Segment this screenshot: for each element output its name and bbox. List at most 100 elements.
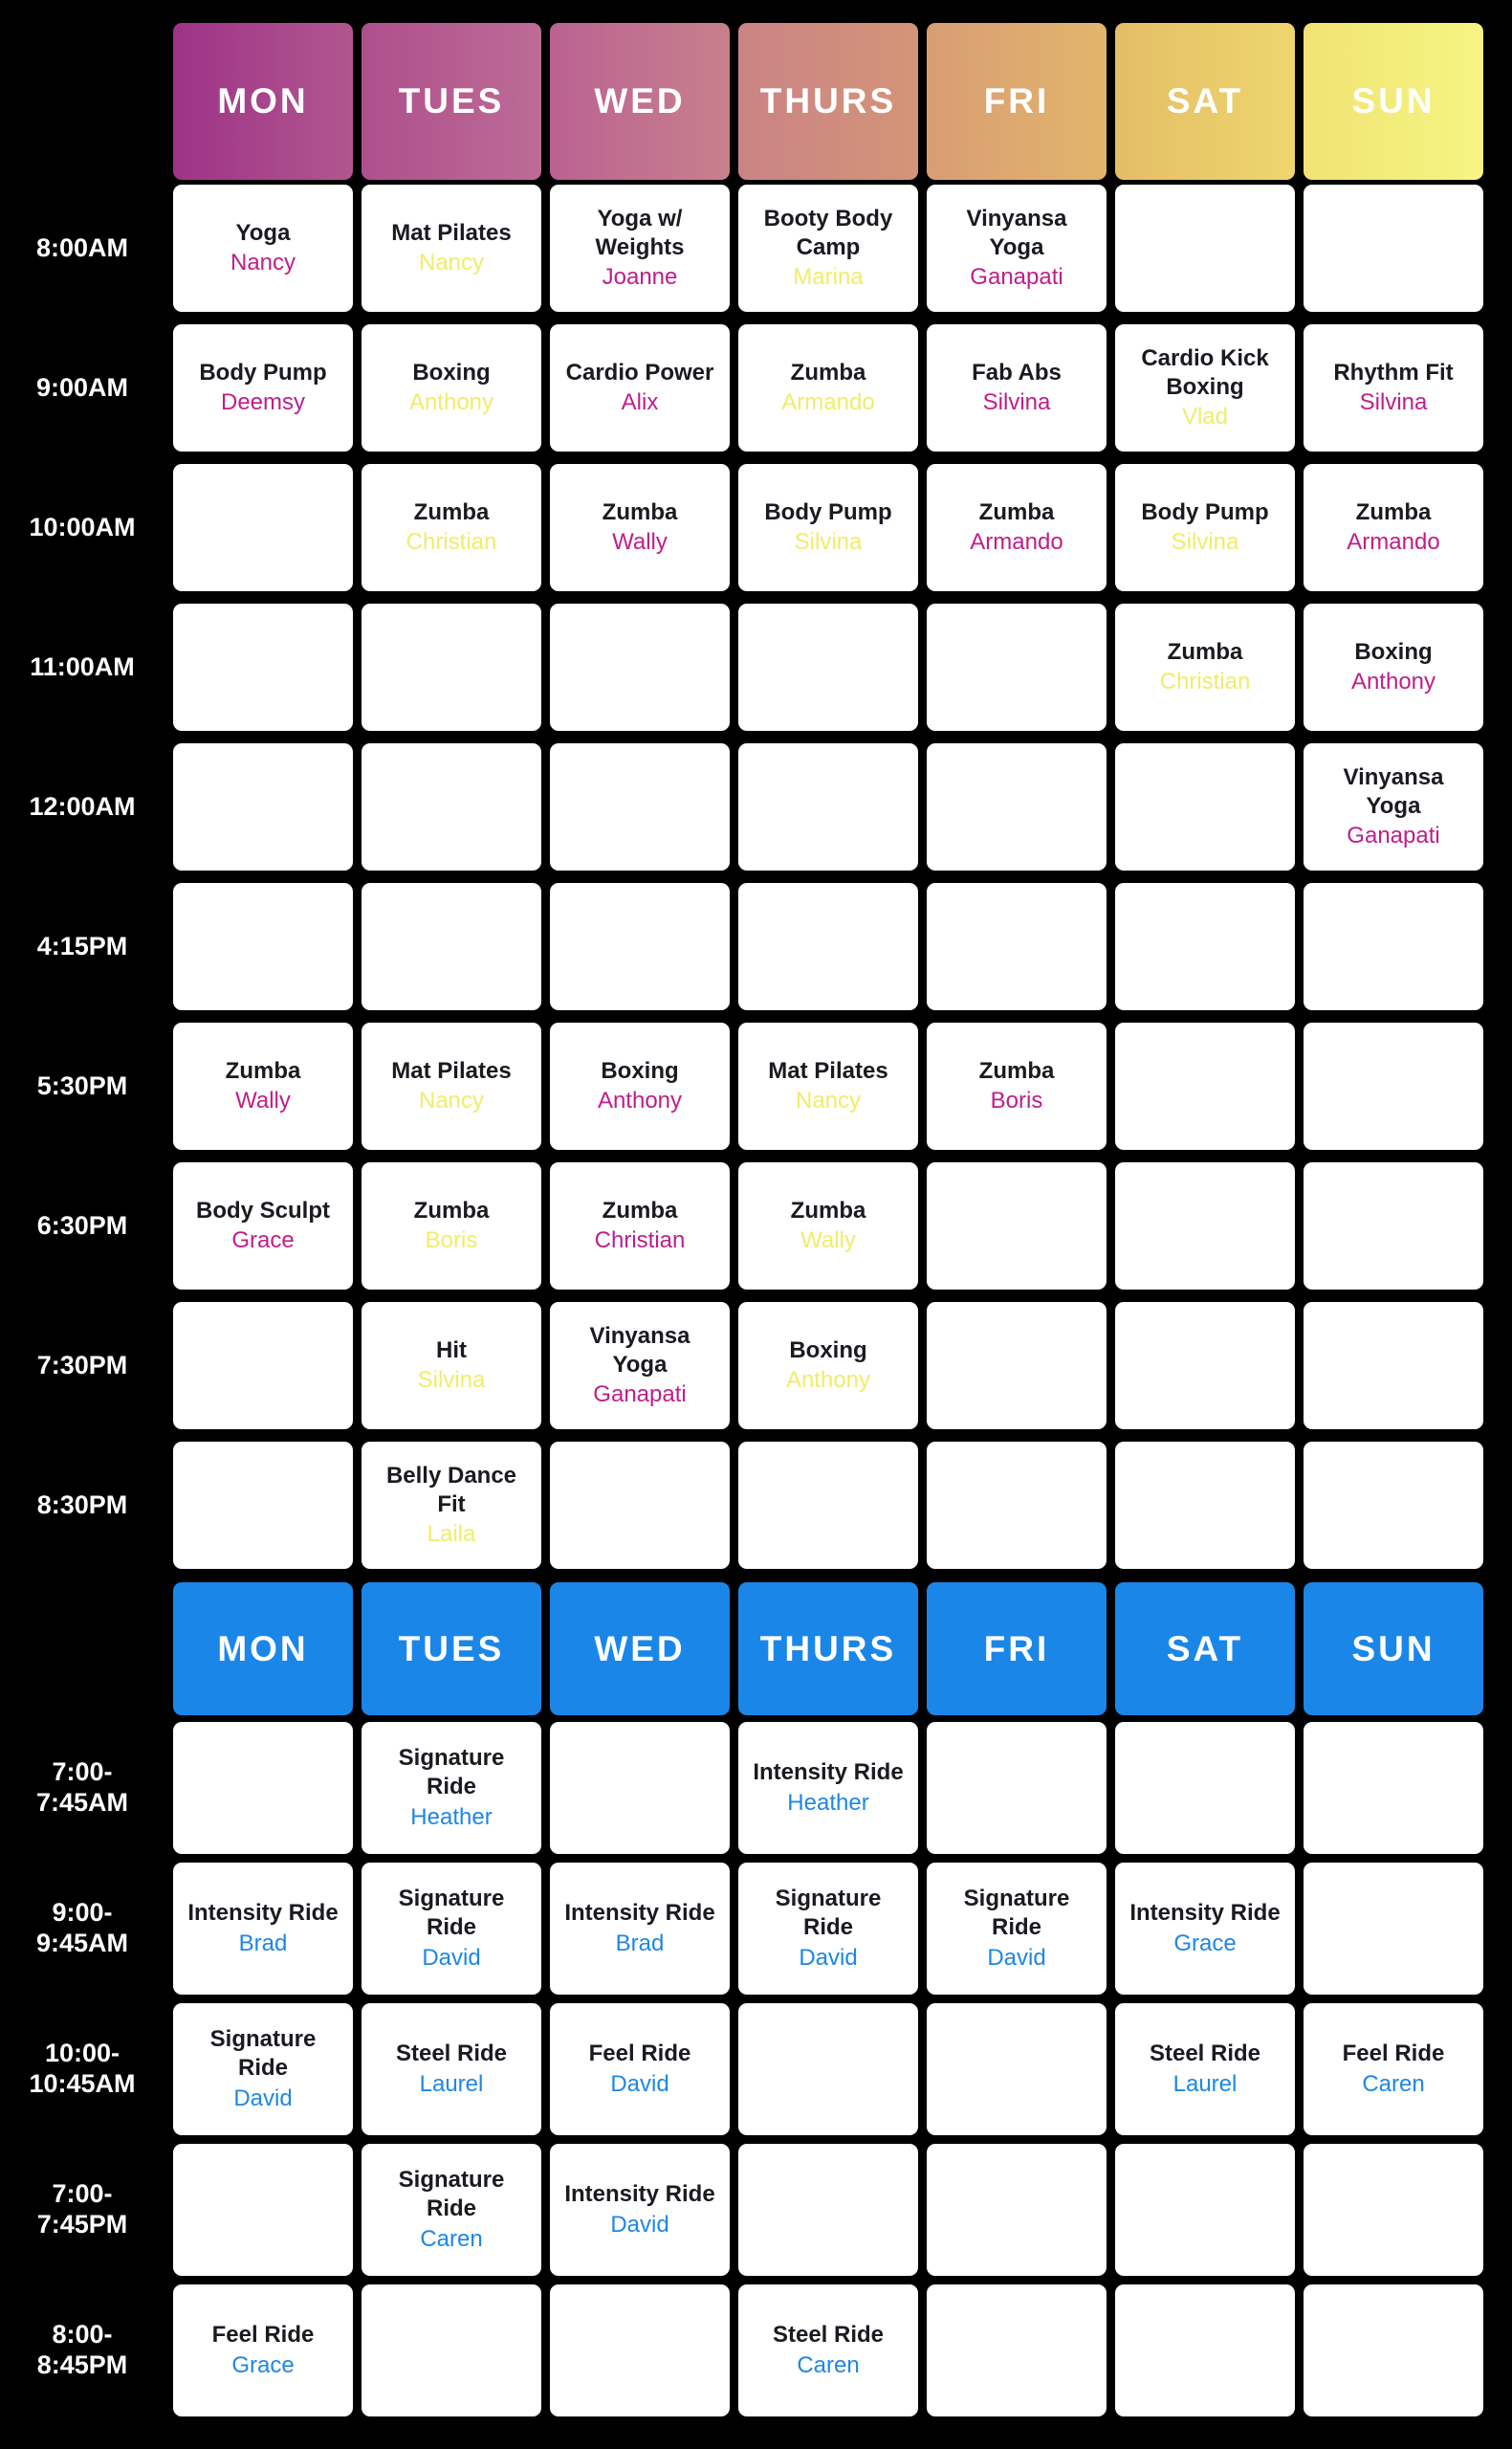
instructor-name: Deemsy	[220, 389, 306, 415]
schedule-row: 5:30PM Zumba Wally Mat Pilates Nancy Boxing An…	[0, 1023, 1512, 1150]
class-cell: Zumba Christian	[362, 464, 541, 591]
instructor-name: David	[610, 2070, 669, 2097]
instructor-name: Wally	[800, 1227, 856, 1253]
time-label: 7:30PM	[36, 1350, 128, 1379]
day-header-thurs: THURS	[738, 23, 918, 180]
empty-cell	[1304, 1162, 1483, 1290]
empty-cell	[738, 2003, 918, 2135]
empty-cell	[550, 604, 730, 731]
time-label: 10:00AM	[29, 512, 136, 541]
class-name: Intensity Ride	[564, 2181, 715, 2208]
empty-cell	[927, 2284, 1107, 2416]
group-schedule-body: 8:00AM Yoga Nancy Mat Pilates Nancy Yoga w/ W…	[0, 185, 1512, 1569]
schedule-row: 8:00AM Yoga Nancy Mat Pilates Nancy Yoga w/ W…	[0, 185, 1512, 312]
class-cell: Boxing Anthony	[362, 324, 541, 452]
empty-cell	[362, 604, 541, 731]
instructor-name: David	[799, 1944, 858, 1971]
instructor-name: Anthony	[785, 1367, 871, 1393]
class-cell: Body Pump Deemsy	[173, 324, 353, 452]
instructor-name: Brad	[238, 1930, 288, 1956]
class-cell: Mat Pilates Nancy	[738, 1023, 918, 1150]
instructor-name: Boris	[990, 1088, 1043, 1114]
instructor-name: Laurel	[419, 2070, 484, 2097]
time-label-line: 9:45AM	[35, 1929, 129, 1957]
instructor-name: Joanne	[602, 264, 678, 291]
class-cell: Zumba Christian	[550, 1162, 730, 1290]
class-cell: Yoga w/ Weights Joanne	[550, 185, 730, 312]
schedule-row: 6:30PM Body Sculpt Grace Zumba Boris Zumba Chr…	[0, 1162, 1512, 1290]
schedule-row: 8:00- 8:45PM Feel Ride Grace Steel Ride Caren	[0, 2284, 1512, 2416]
class-cell: Steel Ride Caren	[738, 2284, 918, 2416]
schedule-row: 9:00- 9:45AM Intensity Ride Brad Signature R…	[0, 1863, 1512, 1995]
day-header-tues: TUES	[362, 23, 541, 180]
instructor-name: Nancy	[418, 1088, 485, 1114]
time-label: 11:00AM	[30, 651, 135, 681]
class-name: Vinyansa Yoga	[1343, 763, 1444, 819]
empty-cell	[1304, 2284, 1483, 2416]
empty-cell	[1304, 1302, 1483, 1429]
class-name: Cardio Kick Boxing	[1141, 344, 1269, 400]
empty-cell	[1115, 2144, 1295, 2276]
time-label: 8:00AM	[35, 232, 129, 262]
time-label: 5:30PM	[36, 1070, 128, 1100]
instructor-name: Silvina	[982, 389, 1051, 415]
empty-cell	[362, 883, 541, 1010]
empty-cell	[173, 743, 353, 871]
class-cell: Intensity Ride Grace	[1115, 1863, 1295, 1995]
day-header-thurs: THURS	[738, 1582, 918, 1715]
class-name: Hit	[436, 1336, 467, 1363]
empty-cell	[173, 1442, 353, 1569]
instructor-name: David	[987, 1944, 1046, 1971]
class-name: Signature Ride	[209, 2026, 317, 2082]
class-cell: Signature Ride David	[173, 2003, 353, 2135]
day-header-sat: SAT	[1115, 23, 1295, 180]
empty-cell	[1115, 1302, 1295, 1429]
class-cell: Zumba Armando	[927, 464, 1107, 591]
empty-cell	[1304, 1023, 1483, 1150]
class-cell: Zumba Wally	[550, 464, 730, 591]
class-cell: Cardio Kick Boxing Vlad	[1115, 324, 1295, 452]
instructor-name: Caren	[797, 2351, 860, 2378]
instructor-name: Silvina	[1171, 529, 1239, 555]
class-name: Intensity Ride	[1129, 1900, 1281, 1927]
time-label-line: 7:45PM	[36, 2210, 128, 2239]
instructor-name: David	[422, 1944, 481, 1971]
ride-day-header-row: MON TUES WED THURS FRI SAT SUN	[0, 1582, 1512, 1715]
class-cell: Zumba Armando	[1304, 464, 1483, 591]
empty-cell	[738, 604, 918, 731]
empty-cell	[1304, 1863, 1483, 1995]
empty-cell	[550, 2284, 730, 2416]
class-name: Mat Pilates	[768, 1057, 888, 1084]
class-name: Zumba	[978, 498, 1055, 525]
class-name: Mat Pilates	[391, 1057, 512, 1084]
instructor-name: Grace	[231, 1227, 295, 1253]
class-cell: Belly Dance Fit Laila	[362, 1442, 541, 1569]
instructor-name: Heather	[410, 1803, 493, 1830]
empty-cell	[1115, 883, 1295, 1010]
time-label: 9:00AM	[35, 372, 129, 402]
day-header-wed: WED	[550, 23, 730, 180]
instructor-name: Grace	[1173, 1930, 1237, 1956]
group-day-header-row: MON TUES WED THURS FRI SAT SUN	[0, 23, 1512, 180]
instructor-name: Laurel	[1172, 2070, 1238, 2097]
empty-cell	[738, 2144, 918, 2276]
day-header-fri: FRI	[927, 1582, 1107, 1715]
empty-cell	[1115, 1162, 1295, 1290]
time-label: 7:00- 7:45PM	[0, 2144, 164, 2276]
class-name: Booty Body Camp	[763, 205, 893, 260]
class-cell: Booty Body Camp Marina	[738, 185, 918, 312]
empty-cell	[927, 1442, 1107, 1569]
class-name: Signature Ride	[398, 1886, 505, 1941]
class-cell: Zumba Boris	[927, 1023, 1107, 1150]
class-name: Fab Abs	[972, 359, 1062, 386]
empty-cell	[927, 2003, 1107, 2135]
time-label-line: 9:00-	[52, 1898, 113, 1928]
instructor-name: Grace	[231, 2351, 295, 2378]
instructor-name: Silvina	[794, 529, 863, 555]
class-name: Zumba	[602, 1197, 678, 1224]
class-cell: Vinyansa Yoga Ganapati	[927, 185, 1107, 312]
time-label-line: 8:45PM	[36, 2350, 128, 2379]
time-label: 10:00- 10:45AM	[0, 2003, 164, 2135]
group-fitness-schedule: MON TUES WED THURS FRI SAT SUN 8:00AM Yoga Nancy…	[0, 23, 1512, 1569]
class-cell: Zumba Christian	[1115, 604, 1295, 731]
